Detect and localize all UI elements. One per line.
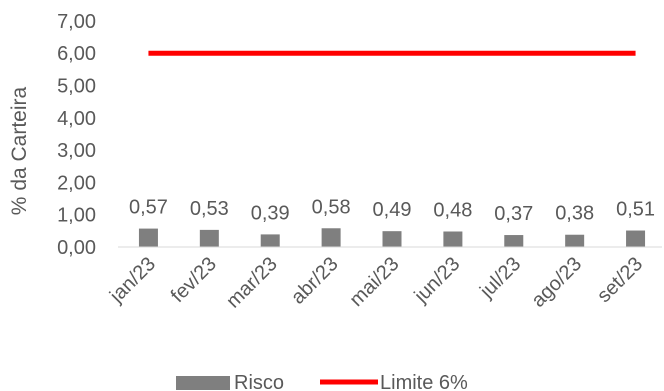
y-axis-title: % da Carteira — [8, 86, 31, 215]
legend-risco-swatch — [176, 376, 230, 390]
data-label: 0,57 — [129, 197, 168, 219]
x-tick-label: abr/23 — [287, 253, 343, 309]
y-axis-ticks: 0,00 1,00 2,00 3,00 4,00 5,00 6,00 7,00 — [57, 11, 96, 259]
data-label: 0,48 — [433, 199, 472, 221]
data-labels: 0,57 0,53 0,39 0,58 0,49 0,48 0,37 0,38 0,51 — [129, 196, 655, 225]
data-label: 0,53 — [190, 198, 229, 220]
data-label: 0,58 — [312, 196, 351, 218]
bar-jul-23 — [504, 235, 524, 247]
y-tick-label: 2,00 — [57, 172, 96, 194]
y-tick-label: 6,00 — [57, 43, 96, 65]
y-tick-label: 1,00 — [57, 205, 96, 227]
bar-fev-23 — [199, 229, 219, 247]
bar-set-23 — [626, 230, 646, 247]
x-tick-label: jan/23 — [105, 253, 160, 308]
x-tick-label: ago/23 — [527, 253, 586, 312]
x-tick-label: mai/23 — [346, 253, 404, 311]
data-label: 0,51 — [616, 199, 655, 221]
x-axis-ticks: jan/23 fev/23 mar/23 abr/23 mai/23 jun/23 jul/… — [105, 253, 647, 313]
bars — [138, 228, 646, 247]
legend-limite-label: Limite 6% — [380, 372, 468, 391]
bar-mai-23 — [382, 231, 402, 247]
x-tick-label: jul/23 — [475, 253, 525, 303]
y-tick-label: 7,00 — [57, 11, 96, 33]
x-tick-label: fev/23 — [167, 253, 221, 307]
bar-jun-23 — [443, 231, 463, 247]
data-label: 0,49 — [373, 199, 412, 221]
data-label: 0,39 — [251, 202, 290, 224]
y-tick-label: 4,00 — [57, 108, 96, 130]
y-tick-label: 3,00 — [57, 140, 96, 162]
x-tick-label: jun/23 — [410, 253, 465, 308]
data-label: 0,37 — [494, 203, 533, 225]
bar-mar-23 — [260, 234, 280, 247]
x-tick-label: mar/23 — [222, 253, 282, 313]
y-tick-label: 0,00 — [57, 237, 96, 259]
x-tick-label: set/23 — [593, 253, 647, 307]
legend-risco-label: Risco — [234, 372, 284, 391]
bar-ago-23 — [565, 234, 585, 247]
legend: Risco Limite 6% — [176, 372, 468, 391]
bar-jan-23 — [138, 228, 158, 247]
data-label: 0,38 — [555, 203, 594, 225]
y-tick-label: 5,00 — [57, 76, 96, 98]
bar-abr-23 — [321, 228, 341, 247]
